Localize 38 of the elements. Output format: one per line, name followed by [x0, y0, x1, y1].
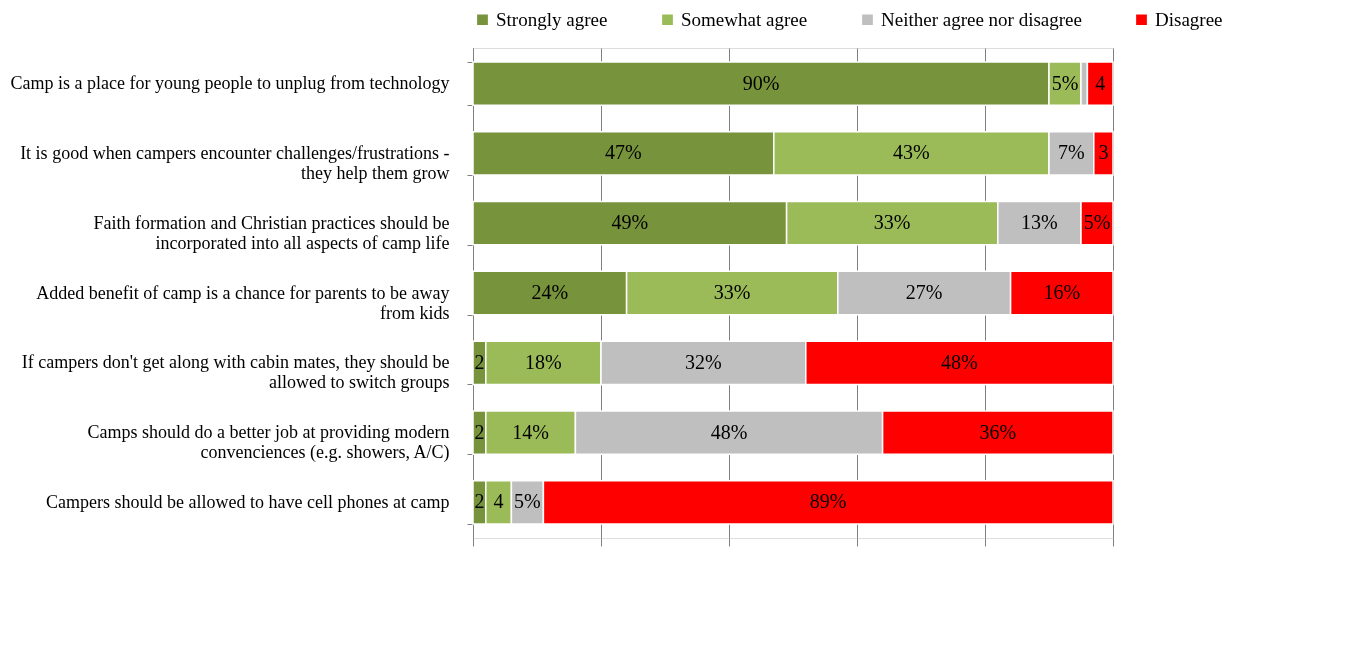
- data-label: 3: [1098, 141, 1109, 164]
- data-label: 49%: [611, 211, 649, 234]
- data-label: 48%: [710, 420, 748, 443]
- y-tick-label: Faith formation and Christian practices should be incorporated into all aspects of camp life: [93, 212, 450, 253]
- data-label: 16%: [1043, 281, 1081, 303]
- y-tick-label: Added benefit of camp is a chance for parents to be away from kids: [36, 282, 450, 323]
- data-label: 13%: [1021, 211, 1058, 234]
- y-tick-label: Campers should be allowed to have cell phones at camp: [46, 491, 450, 512]
- data-label: 2: [474, 490, 485, 513]
- data-label: 24%: [531, 281, 569, 303]
- data-label: 5%: [1051, 71, 1079, 94]
- data-label: 90%: [742, 71, 780, 94]
- legend-label: Strongly agree: [496, 8, 608, 30]
- y-tick-label: If campers don't get along with cabin mates, they should be allowed to switch groups: [21, 352, 450, 393]
- data-label: 48%: [941, 350, 978, 373]
- data-label: 47%: [605, 141, 642, 164]
- data-label: 4: [1095, 71, 1106, 94]
- data-label: 14%: [512, 420, 549, 443]
- y-tick-label: Camp is a place for young people to unplug from technology: [10, 73, 450, 94]
- legend-label: Neither agree nor disagree: [881, 8, 1082, 30]
- data-label: 27%: [905, 281, 943, 303]
- data-label: 5%: [514, 490, 541, 513]
- data-label: 2: [474, 420, 485, 443]
- data-label: 89%: [809, 490, 847, 513]
- data-label: 18%: [525, 350, 562, 373]
- data-label: 33%: [873, 211, 911, 234]
- data-label: 36%: [979, 420, 1017, 443]
- y-tick-label: It is good when campers encounter challenges/frustrations - they help them grow: [20, 142, 450, 183]
- legend-label: Somewhat agree: [681, 8, 808, 30]
- data-label: 7%: [1058, 141, 1085, 164]
- data-label: 4: [493, 490, 504, 513]
- data-label: 43%: [893, 141, 930, 164]
- data-label: 2: [474, 350, 485, 373]
- data-label: 5%: [1083, 211, 1111, 234]
- data-label: 33%: [713, 281, 751, 303]
- y-tick-label: Camps should do a better job at providing modern convenciences (e.g. showers, A/C): [87, 422, 450, 464]
- legend-label: Disagree: [1155, 8, 1223, 30]
- data-label: 32%: [685, 350, 722, 373]
